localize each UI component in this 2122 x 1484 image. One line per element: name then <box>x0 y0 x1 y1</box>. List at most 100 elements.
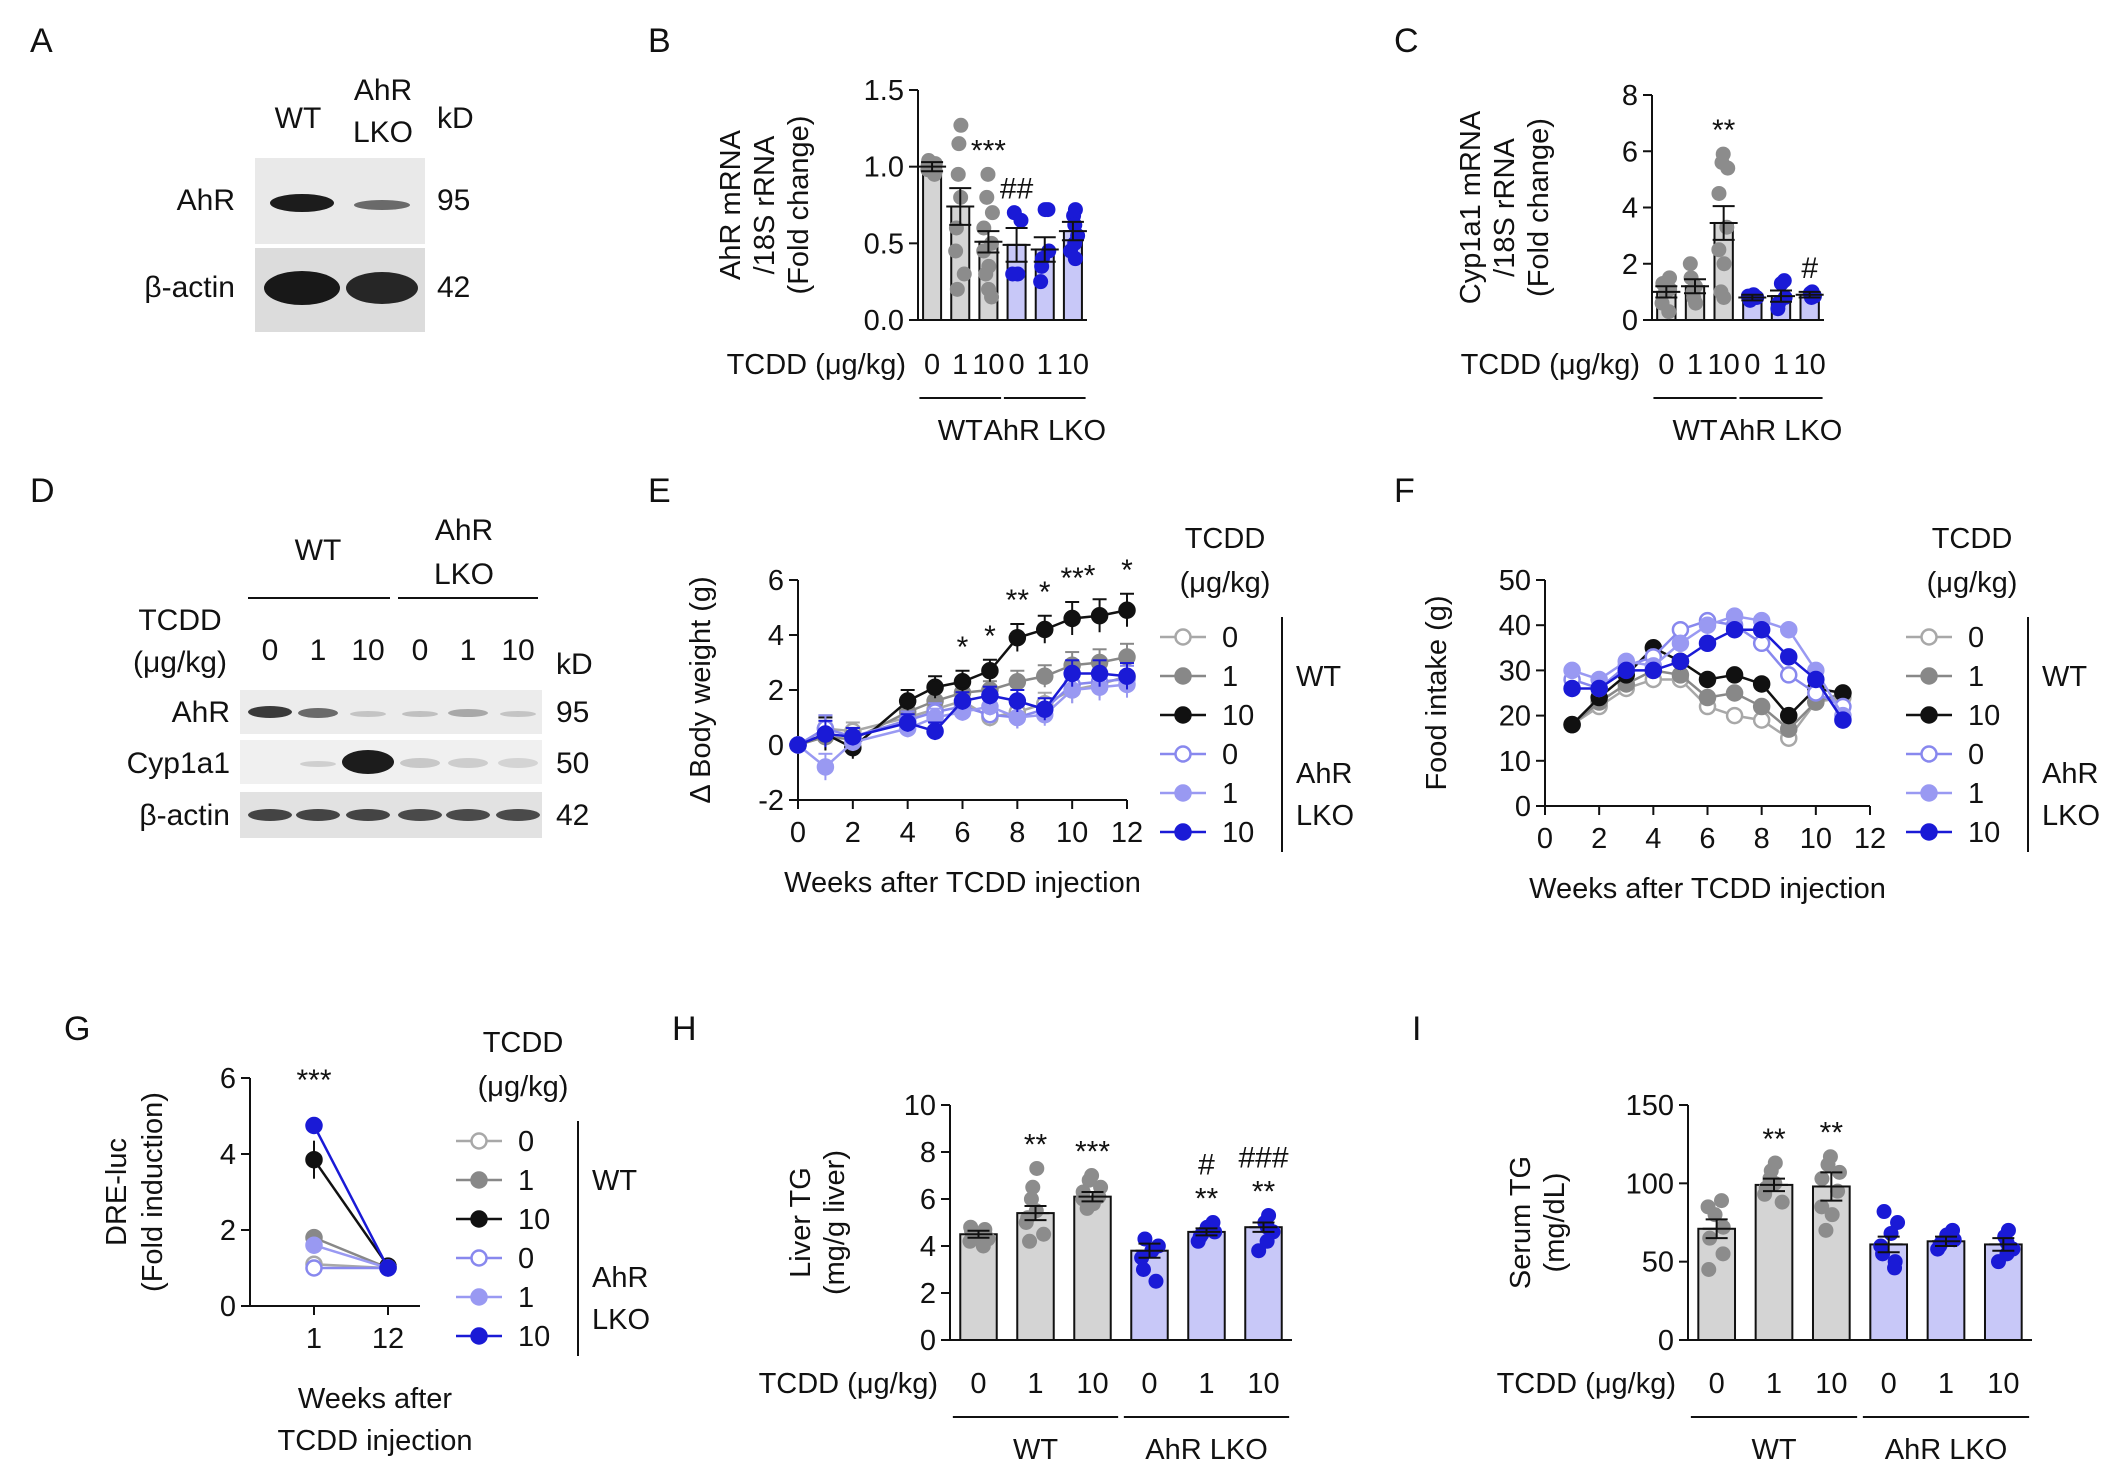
legend-label: 1 <box>1968 778 1984 810</box>
legend-label: 1 <box>518 1282 534 1314</box>
tcdd-label: TCDD (μg/kg) <box>727 349 906 381</box>
y-axis-label: (mg/g liver) <box>819 1150 851 1295</box>
y-tick-label: 2 <box>220 1215 236 1247</box>
legend-food-intake: TCDD (μg/kg) 0 1 10 0 1 10 WT AhR LKO <box>1906 523 2100 852</box>
band-d-cyp1a1 <box>342 750 394 774</box>
band-d-cyp1a1 <box>400 758 440 768</box>
blot-a: WT AhR LKO kD AhR β-actin 95 42 <box>144 74 474 332</box>
data-point <box>953 673 972 691</box>
y-tick-label: 10 <box>904 1090 936 1122</box>
data-point <box>953 117 969 133</box>
dose-tick-label: 0 <box>1141 1368 1157 1400</box>
dose-tick-label: 0 <box>970 1368 986 1400</box>
data-point <box>948 220 964 236</box>
dose-tick-label: 0 <box>1658 349 1674 381</box>
x-tick-label: 6 <box>1699 823 1715 855</box>
blot-d-row-ahr: AhR <box>172 696 230 729</box>
legend-group-wt: WT <box>592 1165 637 1197</box>
data-point <box>1698 670 1717 689</box>
data-point <box>898 692 917 710</box>
data-point <box>1090 664 1109 683</box>
significance-label: * <box>1121 554 1133 587</box>
band-d-cyp1a1 <box>448 758 488 768</box>
x-tick-label: 12 <box>1111 817 1143 849</box>
blot-a-row-actin: β-actin <box>144 271 235 304</box>
y-tick-label: 8 <box>920 1137 936 1169</box>
data-point <box>816 758 835 776</box>
data-point <box>1022 1233 1038 1249</box>
legend-marker <box>1174 667 1192 685</box>
data-point <box>963 1219 979 1235</box>
significance-label: *** <box>971 134 1006 167</box>
legend-group-lko: AhR <box>1296 758 1352 790</box>
data-point <box>1190 1233 1206 1249</box>
data-point <box>1563 661 1581 680</box>
blot-d-membrane-ahr <box>240 690 542 734</box>
data-point <box>956 266 972 282</box>
data-point <box>1644 661 1663 680</box>
y-tick-label: 30 <box>1499 655 1531 687</box>
data-point <box>898 714 917 732</box>
data-point <box>1008 673 1027 691</box>
significance-label: ** <box>1820 1117 1844 1150</box>
data-point <box>1025 1179 1041 1195</box>
y-tick-label: 2 <box>1622 249 1638 281</box>
data-point <box>1720 160 1736 176</box>
data-point <box>1752 675 1771 693</box>
legend-group-lko: LKO <box>592 1304 650 1336</box>
data-point <box>1036 667 1054 685</box>
data-point <box>1725 620 1744 639</box>
data-point <box>980 166 996 182</box>
blot-d-tcdd-line2: (μg/kg) <box>133 646 227 679</box>
y-axis-label: Δ Body weight (g) <box>685 576 717 803</box>
dose-tick-label: 10 <box>1076 1368 1108 1400</box>
x-tick-label: 2 <box>1591 823 1607 855</box>
data-point <box>1725 684 1744 702</box>
dose-tick-label: 1 <box>1773 349 1789 381</box>
y-tick-label: 4 <box>768 620 784 652</box>
legend-title: TCDD <box>483 1027 564 1059</box>
x-tick-label: 12 <box>372 1323 404 1355</box>
legend-body-weight: TCDD (μg/kg) 0 1 10 0 1 10 WT AhR LKO <box>1160 523 1354 852</box>
panel-label-c: C <box>1394 22 1419 60</box>
x-tick-label: 8 <box>1754 823 1770 855</box>
legend-marker <box>1920 784 1938 802</box>
data-point <box>1683 270 1699 286</box>
dose-tick-label: 1 <box>1198 1368 1214 1400</box>
dose-tick-label: 10 <box>1708 349 1740 381</box>
group-label-wt: WT <box>1751 1434 1796 1466</box>
band-d-actin <box>496 809 540 821</box>
significance-label: ## <box>1000 173 1034 206</box>
legend-title: (μg/kg) <box>478 1071 569 1103</box>
legend-group-lko: AhR <box>592 1262 648 1294</box>
dose-tick-label: 10 <box>1987 1368 2019 1400</box>
y-axis-label: AhR mRNA <box>715 129 747 280</box>
legend-group-wt: WT <box>1296 661 1341 693</box>
x-tick-label: 6 <box>954 817 970 849</box>
data-point <box>1807 670 1825 689</box>
data-point <box>816 725 835 743</box>
data-point <box>1757 1186 1773 1202</box>
data-point <box>1716 256 1732 272</box>
data-point <box>981 662 999 680</box>
data-point <box>1876 1204 1892 1220</box>
group-label-wt: WT <box>1013 1434 1058 1466</box>
legend-marker <box>1174 628 1192 646</box>
significance-label: *** <box>1075 1136 1110 1169</box>
y-axis-label: DRE-luc <box>101 1138 133 1246</box>
x-axis-label: Weeks after TCDD injection <box>1529 873 1886 905</box>
tcdd-label: TCDD (μg/kg) <box>759 1368 938 1400</box>
data-point <box>926 678 944 696</box>
data-point <box>1990 1254 2006 1270</box>
x-tick-label: 10 <box>1056 817 1088 849</box>
data-point <box>1008 629 1027 647</box>
dose-tick-label: 0 <box>1881 1368 1897 1400</box>
data-point <box>1834 711 1852 729</box>
significance-label: ** <box>1712 114 1736 147</box>
bar <box>1130 1249 1169 1341</box>
blot-d-dose: 10 <box>501 634 534 667</box>
blot-d-membrane-actin <box>240 792 542 838</box>
data-point <box>1013 212 1029 228</box>
y-tick-label: 10 <box>1499 746 1531 778</box>
